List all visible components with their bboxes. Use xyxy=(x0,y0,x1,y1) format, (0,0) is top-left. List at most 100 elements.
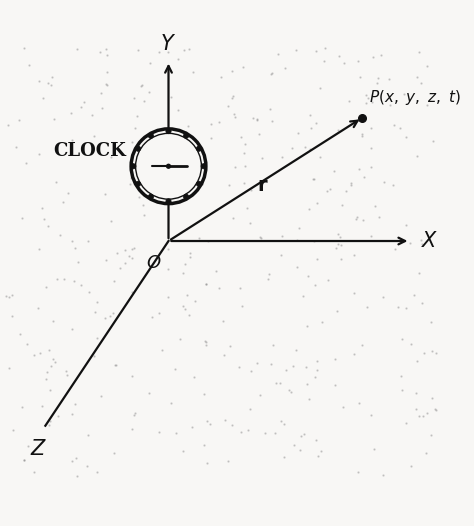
Point xyxy=(22,159,30,167)
Point xyxy=(255,129,263,138)
Point xyxy=(35,77,43,85)
Point xyxy=(68,237,75,245)
Point xyxy=(34,304,42,312)
Circle shape xyxy=(196,181,201,186)
Point xyxy=(257,234,264,242)
Point xyxy=(407,340,414,349)
Circle shape xyxy=(148,194,154,199)
Point xyxy=(282,64,289,72)
Point xyxy=(423,409,430,417)
Circle shape xyxy=(201,164,206,169)
Point xyxy=(241,162,248,170)
Point xyxy=(80,98,87,107)
Point xyxy=(367,411,375,419)
Point xyxy=(47,361,55,370)
Point xyxy=(126,179,134,188)
Point xyxy=(313,366,321,374)
Point xyxy=(231,113,238,122)
Point xyxy=(310,175,317,183)
Point xyxy=(397,124,404,132)
Point xyxy=(246,218,254,227)
Point xyxy=(107,153,115,161)
Point xyxy=(102,256,109,264)
Point xyxy=(68,325,76,333)
Point xyxy=(237,133,245,141)
Point xyxy=(226,181,233,189)
Circle shape xyxy=(166,199,171,204)
Point xyxy=(289,361,297,370)
Point xyxy=(423,101,430,109)
Point xyxy=(391,245,398,254)
Point xyxy=(390,120,398,129)
Point xyxy=(381,178,388,186)
Point xyxy=(241,149,248,157)
Point xyxy=(103,50,111,59)
Point xyxy=(225,457,232,466)
Point xyxy=(127,174,135,183)
Point xyxy=(128,254,136,262)
Point xyxy=(101,314,109,322)
Point xyxy=(238,302,246,310)
Point xyxy=(423,62,431,70)
Point xyxy=(350,289,358,298)
Point xyxy=(338,200,346,209)
Point xyxy=(130,93,137,102)
Point xyxy=(67,109,75,118)
Point xyxy=(62,367,69,376)
Point xyxy=(91,308,99,316)
Point xyxy=(261,429,268,437)
Point xyxy=(385,75,392,83)
Point xyxy=(93,298,101,306)
Point xyxy=(293,263,301,271)
Point xyxy=(310,237,318,246)
Point xyxy=(337,255,344,264)
Point xyxy=(334,230,341,238)
Point xyxy=(256,391,264,399)
Point xyxy=(136,193,143,201)
Point xyxy=(412,388,419,397)
Point xyxy=(317,447,325,456)
Point xyxy=(90,132,97,140)
Point xyxy=(334,240,341,248)
Point xyxy=(363,99,370,107)
Text: $Y$: $Y$ xyxy=(160,34,176,54)
Point xyxy=(172,429,179,437)
Point xyxy=(134,46,141,55)
Point xyxy=(78,103,85,112)
Point xyxy=(319,317,326,326)
Point xyxy=(345,97,353,105)
Point xyxy=(12,143,20,151)
Point xyxy=(164,265,172,273)
Point xyxy=(179,447,187,456)
Point xyxy=(230,109,237,118)
Point xyxy=(267,70,274,78)
Point xyxy=(216,284,223,292)
Point xyxy=(420,349,428,358)
Point xyxy=(312,119,320,127)
Point xyxy=(303,380,311,389)
Point xyxy=(280,419,288,428)
Point xyxy=(20,44,27,53)
Point xyxy=(246,404,253,413)
Point xyxy=(23,340,31,348)
Point xyxy=(304,271,311,280)
Point xyxy=(415,268,422,277)
Circle shape xyxy=(183,194,189,199)
Point xyxy=(245,426,252,434)
Point xyxy=(182,128,189,136)
Point xyxy=(323,187,330,195)
Point xyxy=(180,45,188,54)
Point xyxy=(202,280,210,288)
Point xyxy=(354,468,362,476)
Point xyxy=(116,264,123,272)
Point xyxy=(363,303,371,311)
Point xyxy=(428,394,436,402)
Point xyxy=(82,462,90,471)
Point xyxy=(48,73,55,81)
Point xyxy=(168,92,175,100)
Point xyxy=(377,51,385,59)
Point xyxy=(56,231,64,239)
Point xyxy=(415,412,423,421)
Point xyxy=(47,80,55,89)
Point xyxy=(332,244,340,252)
